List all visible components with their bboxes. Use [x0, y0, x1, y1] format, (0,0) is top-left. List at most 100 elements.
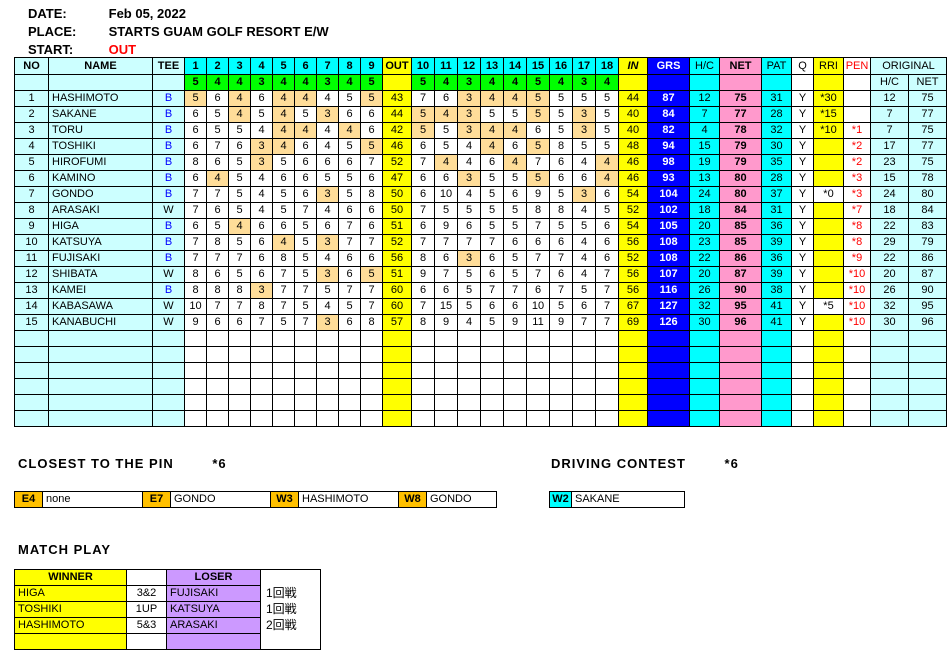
hole-score-cell: 6	[595, 250, 619, 267]
name-cell: KABASAWA	[48, 298, 153, 315]
closest-pin-table: E4 none E7 GONDO W3 HASHIMOTO W8 GONDO	[14, 491, 497, 508]
handicap-cell	[689, 330, 720, 347]
hole-score-cell: 3	[316, 314, 339, 331]
player-row: 11 FUJISAKI B 7 7 7 6 8 5 4 6 6 56 8 6 3 6 5 7 7 4 6 52 108 22 86…	[14, 250, 947, 267]
original-net-cell: 75	[908, 122, 947, 139]
empty-row	[14, 330, 947, 347]
hole-score-cell	[294, 378, 317, 395]
hole-score-cell: 10	[434, 186, 458, 203]
par-cell-1: 5	[184, 74, 207, 91]
hole-score-cell	[549, 362, 573, 379]
hole-score-cell: 8	[411, 314, 435, 331]
in-total-cell	[618, 394, 648, 411]
net-cell: 75	[719, 90, 762, 107]
header-hole-1: 1	[184, 57, 207, 75]
header-name: NAME	[48, 57, 153, 75]
hole-score-cell: 6	[411, 218, 435, 235]
hole-score-cell: 7	[526, 266, 550, 283]
hole-score-cell: 5	[184, 90, 207, 107]
pat-cell: 38	[761, 282, 792, 299]
hole-score-cell	[316, 378, 339, 395]
original-hc-cell	[870, 330, 909, 347]
hole-score-cell	[503, 330, 527, 347]
hole-score-cell: 5	[457, 282, 481, 299]
hole-score-cell: 7	[272, 282, 295, 299]
name-cell: KAMINO	[48, 170, 153, 187]
hole-score-cell: 7	[411, 234, 435, 251]
hole-score-cell: 8	[549, 202, 573, 219]
gross-cell: 87	[647, 90, 690, 107]
round-header-blank	[261, 570, 321, 586]
original-hc-cell	[870, 394, 909, 411]
par-cell-5: 4	[272, 74, 295, 91]
hole-score-cell: 5	[549, 298, 573, 315]
hole-score-cell: 8	[360, 186, 383, 203]
hole-score-cell: 6	[250, 266, 273, 283]
hole-score-cell: 11	[526, 314, 550, 331]
hole-score-cell: 6	[338, 250, 361, 267]
hole-score-cell: 5	[434, 138, 458, 155]
header-hole-15: 15	[526, 57, 550, 75]
hole-score-cell: 5	[338, 138, 361, 155]
hole-score-cell: 4	[316, 90, 339, 107]
name-cell: TOSHIKI	[48, 138, 153, 155]
header-hole-4: 4	[250, 57, 273, 75]
original-net-cell	[908, 346, 947, 363]
hole-score-cell: 6	[434, 90, 458, 107]
pin-hole-label: W8	[398, 491, 427, 508]
tee-cell: B	[152, 218, 185, 235]
driving-contest-note: *6	[724, 456, 739, 471]
in-total-cell: 40	[618, 122, 648, 139]
hole-score-cell	[503, 394, 527, 411]
hole-score-cell	[480, 362, 504, 379]
original-net-cell: 80	[908, 186, 947, 203]
hole-score-cell: 7	[411, 90, 435, 107]
out-total-cell: 51	[382, 218, 412, 235]
match-play-row: HASHIMOTO 5&3 ARASAKI 2回戦	[14, 617, 321, 634]
hole-score-cell: 5	[595, 202, 619, 219]
hole-score-cell	[294, 394, 317, 411]
header-pen: PEN	[843, 57, 871, 75]
hole-score-cell: 5	[434, 202, 458, 219]
hole-score-cell	[184, 330, 207, 347]
net-cell	[719, 378, 762, 395]
match-play-empty-row	[14, 633, 321, 650]
hole-score-cell: 4	[572, 234, 596, 251]
empty-row	[14, 362, 947, 379]
hole-score-cell: 3	[250, 282, 273, 299]
hole-score-cell: 3	[316, 186, 339, 203]
hole-score-cell: 6	[549, 154, 573, 171]
hole-score-cell: 5	[272, 314, 295, 331]
out-total-cell: 43	[382, 90, 412, 107]
par-in-blank	[618, 74, 648, 91]
pen-cell: *10	[843, 314, 871, 331]
hole-score-cell: 7	[360, 234, 383, 251]
hole-score-cell: 10	[526, 298, 550, 315]
pat-cell: 28	[761, 106, 792, 123]
match-play-header-row: WINNER LOSER	[14, 569, 321, 586]
pen-cell	[843, 362, 871, 379]
player-row: 8 ARASAKI W 7 6 5 4 5 7 4 6 6 50 7 5 5 5 5 8 8 4 5 52 102 18 84 31…	[14, 202, 947, 219]
hole-score-cell: 7	[503, 282, 527, 299]
header-hole-10: 10	[411, 57, 435, 75]
hole-score-cell: 5	[228, 122, 251, 139]
match-play-title: MATCH PLAY	[18, 542, 112, 557]
hole-score-cell	[480, 410, 504, 427]
hole-score-cell: 7	[549, 250, 573, 267]
gross-cell	[647, 362, 690, 379]
place-value: STARTS GUAM GOLF RESORT E/W	[108, 24, 329, 39]
hole-score-cell: 7	[338, 282, 361, 299]
original-net-cell: 87	[908, 266, 947, 283]
pat-cell	[761, 330, 792, 347]
pat-cell: 32	[761, 122, 792, 139]
hole-score-cell: 3	[572, 186, 596, 203]
hole-score-cell: 5	[294, 106, 317, 123]
no-cell	[14, 394, 49, 411]
player-row: 10 KATSUYA B 7 8 5 6 4 5 3 7 7 52 7 7 7 7 6 6 6 4 6 56 108 23 85 3…	[14, 234, 947, 251]
hole-score-cell: 8	[411, 250, 435, 267]
handicap-cell: 20	[689, 218, 720, 235]
hole-score-cell: 7	[206, 138, 229, 155]
gross-cell: 108	[647, 250, 690, 267]
gross-cell	[647, 378, 690, 395]
par-cell-10: 5	[411, 74, 435, 91]
